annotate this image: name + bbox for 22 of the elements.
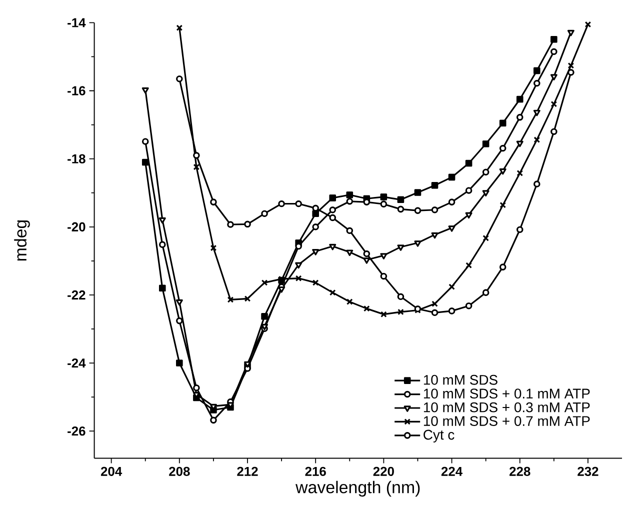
y-tick-label: -16 <box>68 86 86 96</box>
x-tick-label: 208 <box>169 466 190 476</box>
legend-label: 10 mM SDS + 0.7 mM ATP <box>424 416 590 426</box>
x-tick-label: 228 <box>510 466 530 476</box>
legend-label: Cyt c <box>424 430 454 442</box>
legend-label: 10 mM SDS <box>424 374 498 385</box>
y-tick-label: -18 <box>68 154 86 164</box>
y-tick-label: -20 <box>68 222 86 232</box>
y-tick-label: -24 <box>68 358 86 368</box>
y-tick-label: -22 <box>68 290 86 300</box>
legend-label: 10 mM SDS + 0.3 mM ATP <box>424 402 590 412</box>
y-axis-title: mdeg <box>14 220 30 261</box>
x-tick-label: 220 <box>373 466 394 476</box>
y-tick-label: -14 <box>68 18 86 28</box>
x-tick-label: 216 <box>305 466 326 476</box>
x-tick-label: 232 <box>578 466 598 476</box>
x-axis-title: wavelength (nm) <box>296 480 420 497</box>
x-tick-label: 224 <box>441 466 463 476</box>
x-tick-label: 212 <box>237 466 258 476</box>
y-tick-label: -26 <box>68 426 86 436</box>
legend-label: 10 mM SDS + 0.1 mM ATP <box>424 388 590 399</box>
x-tick-label: 204 <box>100 466 122 476</box>
